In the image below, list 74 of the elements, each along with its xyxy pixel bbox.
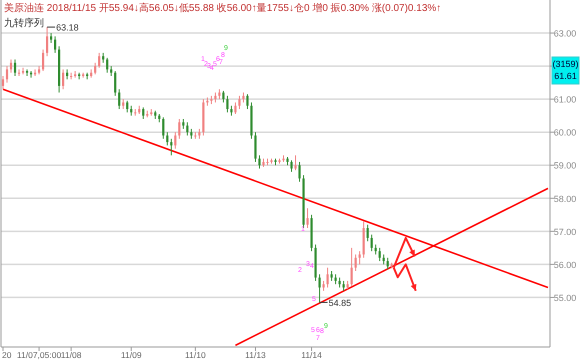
y-tick-label: 63.00 bbox=[554, 28, 576, 39]
candlestick bbox=[66, 68, 68, 80]
candlestick bbox=[290, 160, 293, 172]
candlestick bbox=[230, 105, 233, 116]
x-tick-label: 11/09 bbox=[120, 350, 142, 360]
chart-title: 美原油连 2018/11/15 开55.94↓高56.05↓低55.88 收56.00↑量1755↓仓0 增0 振0.30% 涨(0.07)0.13%↑ bbox=[4, 2, 442, 14]
candlestick bbox=[118, 88, 120, 110]
candlestick bbox=[386, 257, 389, 270]
candlestick bbox=[170, 138, 172, 156]
annotation: 54.85 bbox=[328, 298, 352, 308]
candlestick bbox=[162, 116, 164, 140]
candlestick bbox=[186, 122, 188, 136]
text: 61.61 bbox=[554, 71, 577, 81]
candlestick bbox=[98, 52, 100, 68]
y-tick-label: 55.00 bbox=[554, 292, 576, 303]
candlestick bbox=[378, 247, 381, 262]
candlestick bbox=[382, 254, 385, 265]
candlestick bbox=[218, 88, 220, 100]
candlestick bbox=[102, 52, 104, 64]
candlestick bbox=[114, 70, 116, 96]
candlestick bbox=[2, 76, 4, 90]
y-tick-label: 56.00 bbox=[554, 260, 576, 270]
candlestick bbox=[370, 234, 373, 252]
candlestick bbox=[10, 58, 12, 74]
candlestick bbox=[374, 244, 377, 255]
candlestick bbox=[238, 95, 241, 110]
candlestick bbox=[166, 132, 168, 146]
candlestick bbox=[94, 62, 96, 75]
candlestick bbox=[142, 106, 144, 120]
candlestick bbox=[106, 57, 108, 74]
candlestick bbox=[222, 90, 225, 103]
candlestick bbox=[178, 118, 180, 140]
candlestick bbox=[54, 36, 56, 54]
candlestick bbox=[126, 100, 128, 113]
candlestick bbox=[258, 154, 261, 170]
candlestick bbox=[198, 128, 200, 140]
candlestick bbox=[334, 274, 337, 285]
candlestick bbox=[226, 95, 229, 113]
candlestick bbox=[318, 274, 321, 303]
candlestick bbox=[358, 250, 361, 265]
y-tick-label: 61.00 bbox=[554, 94, 576, 105]
candlestick bbox=[350, 247, 353, 286]
candlestick bbox=[246, 94, 249, 110]
candlestick bbox=[322, 280, 325, 292]
candlestick bbox=[42, 49, 44, 72]
candlestick bbox=[182, 118, 184, 130]
x-tick-label: 11/13 bbox=[245, 350, 266, 360]
candlestick bbox=[294, 154, 297, 171]
x-tick-label: 11/14 bbox=[301, 350, 322, 360]
candlestick bbox=[110, 66, 112, 77]
candlestick bbox=[174, 132, 176, 150]
candlestick bbox=[298, 161, 301, 182]
text: 九转序列 bbox=[4, 17, 44, 29]
x-tick-label: 11/07,05:00 bbox=[16, 350, 62, 360]
candlestick bbox=[234, 102, 237, 115]
y-tick-label: 58.00 bbox=[554, 194, 576, 204]
x-tick-label: 11/08 bbox=[60, 350, 82, 360]
candlestick bbox=[254, 132, 257, 162]
candlestick bbox=[366, 224, 369, 242]
x-tick-label: 11/10 bbox=[185, 350, 206, 360]
x-tick-label: 20 bbox=[2, 350, 12, 360]
candlestick bbox=[342, 280, 345, 292]
candlestick bbox=[306, 208, 309, 229]
annotation: 63.18 bbox=[56, 22, 79, 33]
candlestick bbox=[130, 105, 132, 116]
candlestick bbox=[46, 26, 48, 57]
candlestick bbox=[122, 98, 124, 110]
y-tick-label: 57.00 bbox=[554, 226, 576, 237]
y-tick-label: 59.00 bbox=[554, 160, 576, 171]
candlestick bbox=[190, 128, 192, 140]
candlestick bbox=[6, 66, 8, 84]
candlestick bbox=[62, 68, 64, 90]
y-tick-label: 60.00 bbox=[554, 128, 576, 138]
text: (3159) bbox=[552, 59, 579, 69]
